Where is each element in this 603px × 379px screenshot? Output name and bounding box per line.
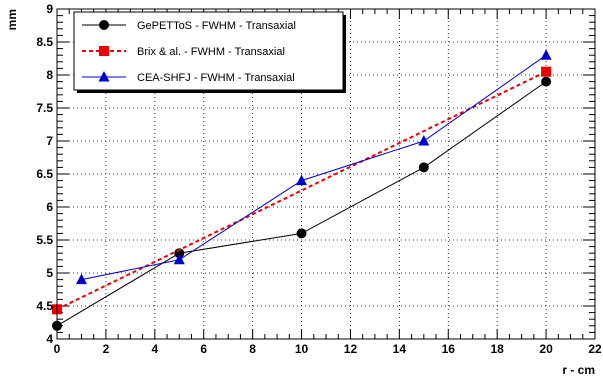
x-tick-label: 14 [393, 342, 407, 356]
data-point-gepetos [418, 162, 429, 173]
legend-marker-cea-shfj [98, 71, 110, 82]
legend-label-brix: Brix & al. - FWHM - Transaxial [137, 46, 285, 58]
tick-labels: 0 2 4 6 8 10 12 14 16 18 20 22 4 4.5 5 5.5 6 6.5 7 7.5 8 8.5 9 [36, 2, 602, 356]
legend-marker-gepetos [99, 20, 109, 30]
data-point-cea-shfj [75, 273, 87, 285]
legend-marker-brix [99, 46, 109, 56]
series-cea-shfj [75, 49, 552, 285]
y-tick-label: 9 [46, 2, 53, 16]
y-tick-label: 8 [46, 68, 53, 82]
y-tick-label: 6 [46, 200, 53, 214]
x-tick-label: 8 [249, 342, 256, 356]
y-tick-label: 5.5 [36, 233, 53, 247]
x-tick-label: 4 [151, 342, 158, 356]
data-point-cea-shfj [540, 49, 552, 60]
y-tick-label: 7.5 [36, 101, 53, 115]
y-axis-title: mm [5, 9, 19, 30]
legend-label-gepetos: GePETToS - FWHM - Transaxial [137, 20, 296, 32]
x-tick-label: 18 [491, 342, 505, 356]
y-tick-label: 8.5 [36, 35, 53, 49]
data-point-gepetos [296, 228, 307, 239]
y-tick-label: 4.5 [36, 299, 53, 313]
data-point-cea-shfj [418, 135, 430, 146]
series-gepetos [52, 76, 552, 331]
series-layer [52, 49, 552, 331]
x-tick-label: 20 [539, 342, 553, 356]
plot-frame [56, 8, 596, 340]
x-tick-label: 16 [442, 342, 456, 356]
data-point-cea-shfj [173, 253, 185, 265]
y-tick-label: 4 [46, 332, 53, 346]
y-tick-label: 7 [46, 134, 53, 148]
x-tick-label: 0 [54, 342, 61, 356]
legend: GePETToS - FWHM - Transaxial Brix & al. -… [73, 11, 346, 93]
x-tick-label: 2 [103, 342, 110, 356]
x-tick-label: 22 [588, 342, 602, 356]
x-tick-label: 6 [200, 342, 207, 356]
x-tick-label: 10 [295, 342, 309, 356]
x-axis-title: r - cm [562, 363, 595, 377]
y-tick-label: 6.5 [36, 167, 53, 181]
data-point-brix [541, 66, 552, 77]
y-tick-label: 5 [46, 266, 53, 280]
data-point-gepetos [541, 76, 552, 87]
legend-label-cea-shfj: CEA-SHFJ - FWHM - Transaxial [137, 72, 295, 84]
data-point-cea-shfj [296, 174, 308, 186]
x-tick-label: 12 [344, 342, 358, 356]
